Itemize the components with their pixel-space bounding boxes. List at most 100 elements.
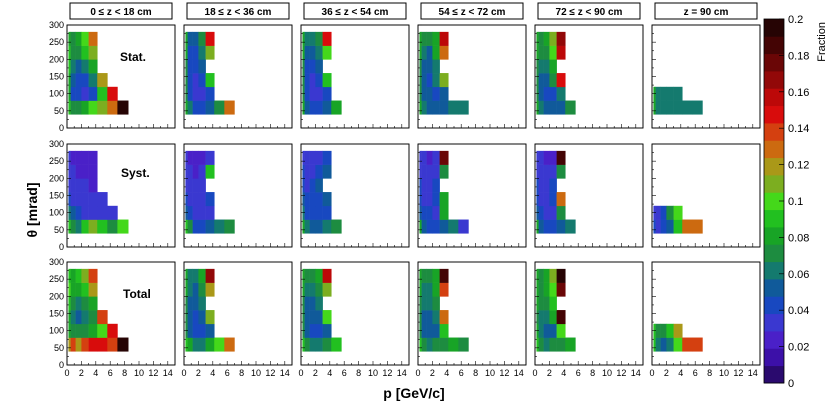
heatmap-cell xyxy=(315,268,323,283)
panel-border xyxy=(66,261,176,366)
heatmap-cell xyxy=(81,192,89,207)
y-tick-label: 50 xyxy=(54,225,64,235)
heatmap-cell xyxy=(426,100,433,115)
heatmap-cell xyxy=(68,337,71,352)
heatmap-cell xyxy=(81,59,89,74)
heatmap-cell xyxy=(322,31,332,46)
heatmap-cell xyxy=(205,86,215,101)
x-tick-label: 4 xyxy=(678,368,683,378)
heatmap-cell xyxy=(68,73,71,88)
heatmap-cell xyxy=(549,45,557,60)
x-tick-label: 10 xyxy=(719,368,729,378)
heatmap-cell xyxy=(68,192,71,207)
column-header-label: z = 90 cm xyxy=(684,7,729,18)
heatmap-cell xyxy=(673,323,683,338)
x-tick-label: 4 xyxy=(210,368,215,378)
heatmap-cell xyxy=(549,100,557,115)
heatmap-cell xyxy=(192,73,199,88)
heatmap-cell xyxy=(187,100,193,115)
heatmap-cell xyxy=(549,219,557,234)
heatmap-cell xyxy=(432,296,440,311)
heatmap-cell xyxy=(304,86,310,101)
heatmap-cell xyxy=(426,164,433,179)
heatmap-cell xyxy=(68,164,71,179)
heatmap-cell xyxy=(322,192,332,207)
column-header-box xyxy=(420,2,524,20)
x-tick-label: 0 xyxy=(415,368,420,378)
heatmap-cell xyxy=(543,86,550,101)
y-tick-label: 300 xyxy=(49,20,64,30)
heatmap-cell xyxy=(421,192,427,207)
heatmap-cell xyxy=(666,219,674,234)
heatmap-cell xyxy=(187,219,193,234)
heatmap-cell xyxy=(205,310,215,325)
heatmap-cell xyxy=(673,100,683,115)
y-tick-label: 250 xyxy=(49,156,64,166)
heatmap-cell xyxy=(549,296,557,311)
heatmap-cell xyxy=(322,337,332,352)
heatmap-cell xyxy=(205,219,215,234)
heatmap-panel xyxy=(417,24,527,129)
heatmap-cell xyxy=(421,150,427,165)
heatmap-cell xyxy=(655,86,661,101)
x-tick-label: 8 xyxy=(356,368,361,378)
heatmap-cell xyxy=(187,150,193,165)
heatmap-cell xyxy=(556,86,566,101)
heatmap-cell xyxy=(70,268,76,283)
heatmap-cell xyxy=(198,205,206,220)
heatmap-cell xyxy=(304,205,310,220)
heatmap-cell xyxy=(448,337,459,352)
panel-border xyxy=(66,143,176,248)
heatmap-cell xyxy=(653,337,656,352)
heatmap-cell xyxy=(439,282,449,297)
heatmap-cell xyxy=(549,337,557,352)
heatmap-cell xyxy=(88,45,98,60)
heatmap-cell xyxy=(81,310,89,325)
heatmap-cell xyxy=(70,150,76,165)
x-tick-label: 0 xyxy=(298,368,303,378)
x-tick-label: 4 xyxy=(561,368,566,378)
heatmap-cell xyxy=(549,205,557,220)
heatmap-cell xyxy=(549,86,557,101)
x-tick-label: 8 xyxy=(122,368,127,378)
heatmap-cell xyxy=(205,45,215,60)
heatmap-panel xyxy=(534,24,644,129)
heatmap-cell xyxy=(97,337,108,352)
heatmap-cell xyxy=(536,73,539,88)
heatmap-cell xyxy=(75,59,82,74)
colorbar-segment xyxy=(764,88,784,107)
heatmap-cell xyxy=(421,323,427,338)
panel-border xyxy=(534,143,644,248)
heatmap-cell xyxy=(432,337,440,352)
heatmap-cell xyxy=(117,337,129,352)
colorbar-segment xyxy=(764,71,784,89)
heatmap-cell xyxy=(302,282,305,297)
heatmap-cell xyxy=(432,164,440,179)
heatmap-cell xyxy=(70,178,76,193)
heatmap-cell xyxy=(543,100,550,115)
heatmap-cell xyxy=(315,150,323,165)
panel-border xyxy=(651,143,761,248)
heatmap-panel xyxy=(300,143,410,248)
heatmap-cell xyxy=(107,337,118,352)
heatmap-cell xyxy=(304,296,310,311)
heatmap-cell xyxy=(185,268,188,283)
heatmap-cell xyxy=(538,73,544,88)
heatmap-cell xyxy=(187,268,193,283)
heatmap-cell xyxy=(549,164,557,179)
heatmap-cell xyxy=(426,150,433,165)
heatmap-cell xyxy=(458,100,469,115)
heatmap-cell xyxy=(309,323,316,338)
heatmap-cell xyxy=(192,150,199,165)
heatmap-cell xyxy=(673,337,683,352)
heatmap-cell xyxy=(75,219,82,234)
heatmap-cell xyxy=(224,100,235,115)
panel-border xyxy=(534,24,644,129)
heatmap-cell xyxy=(538,31,544,46)
heatmap-cell xyxy=(432,178,440,193)
heatmap-cell xyxy=(538,337,544,352)
heatmap-cell xyxy=(304,45,310,60)
heatmap-cell xyxy=(75,323,82,338)
heatmap-cell xyxy=(75,282,82,297)
heatmap-cell xyxy=(538,100,544,115)
